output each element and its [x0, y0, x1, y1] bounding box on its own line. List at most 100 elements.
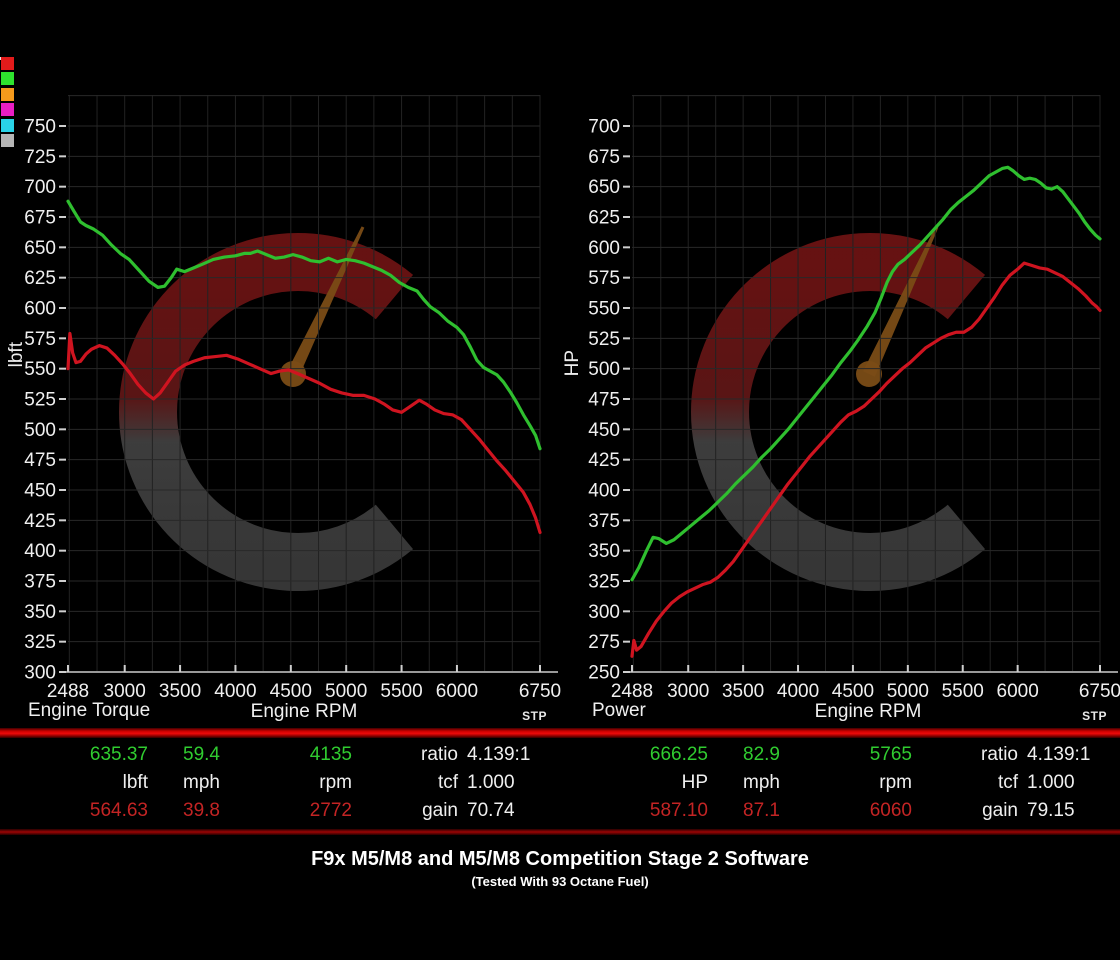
legend-swatch-orange[interactable] — [1, 87, 14, 101]
svg-text:5500: 5500 — [942, 681, 984, 702]
torque-base-rpm: 2772 — [309, 800, 352, 821]
svg-text:5000: 5000 — [887, 681, 929, 702]
svg-text:575: 575 — [588, 268, 620, 289]
curve-stage2-torque — [66, 199, 542, 451]
torque-ratio-label: ratio — [421, 744, 458, 765]
svg-text:4500: 4500 — [832, 681, 874, 702]
svg-text:5000: 5000 — [325, 681, 367, 702]
svg-text:625: 625 — [588, 208, 620, 229]
svg-text:6000: 6000 — [997, 681, 1039, 702]
svg-text:700: 700 — [588, 117, 620, 138]
power-stp-note: STP — [1082, 709, 1107, 723]
svg-text:525: 525 — [24, 390, 56, 411]
svg-text:4000: 4000 — [777, 681, 819, 702]
power-chart-canvas[interactable]: 250 275 300 325 350 375 400 425 450 475 500 525 550 5… — [556, 40, 1120, 730]
svg-text:575: 575 — [24, 329, 56, 350]
svg-text:400: 400 — [588, 481, 620, 502]
svg-text:600: 600 — [588, 238, 620, 259]
power-peak-rpm: 5765 — [869, 744, 912, 765]
svg-text:600: 600 — [24, 299, 56, 320]
svg-text:300: 300 — [24, 663, 56, 684]
torque-stp-note: STP — [522, 709, 547, 723]
svg-text:6000: 6000 — [436, 681, 478, 702]
svg-text:650: 650 — [24, 238, 56, 259]
power-tcf-label: tcf — [997, 772, 1018, 793]
legend-swatch-gray[interactable] — [1, 133, 14, 147]
svg-text:3000: 3000 — [104, 681, 146, 702]
svg-text:3500: 3500 — [722, 681, 764, 702]
torque-ratio-value: 4.139:1 — [467, 744, 531, 765]
svg-text:275: 275 — [588, 632, 620, 653]
legend-swatch-magenta[interactable] — [1, 103, 14, 117]
svg-text:4500: 4500 — [270, 681, 312, 702]
svg-text:5500: 5500 — [380, 681, 422, 702]
svg-text:3500: 3500 — [159, 681, 201, 702]
svg-text:725: 725 — [24, 147, 56, 168]
svg-text:350: 350 — [24, 602, 56, 623]
svg-text:375: 375 — [588, 511, 620, 532]
curve-baseline-torque — [66, 331, 542, 535]
svg-text:3000: 3000 — [667, 681, 709, 702]
power-base-value: 587.10 — [649, 800, 708, 821]
svg-text:250: 250 — [588, 663, 620, 684]
power-peak-value: 666.25 — [649, 744, 708, 765]
svg-text:6750: 6750 — [519, 681, 561, 702]
power-gain-label: gain — [982, 800, 1018, 821]
power-base-rpm: 6060 — [869, 800, 912, 821]
watermark-needle-hub — [856, 361, 882, 387]
footer: F9x M5/M8 and M5/M8 Competition Stage 2 … — [0, 848, 1120, 889]
power-base-speed: 87.1 — [743, 800, 780, 821]
svg-text:6750: 6750 — [1079, 681, 1120, 702]
power-unit-speed: mph — [743, 772, 780, 793]
svg-text:475: 475 — [24, 450, 56, 471]
torque-unit-rpm: rpm — [319, 772, 352, 793]
torque-gain-label: gain — [422, 800, 458, 821]
svg-text:650: 650 — [588, 177, 620, 198]
svg-text:675: 675 — [588, 147, 620, 168]
torque-peak-rpm: 4135 — [309, 744, 352, 765]
curve-stage2-power — [630, 165, 1102, 582]
svg-text:325: 325 — [588, 572, 620, 593]
power-x-axis-label: Engine RPM — [814, 701, 922, 722]
torque-peak-value: 635.37 — [89, 744, 148, 765]
torque-chart-title: Engine Torque — [28, 700, 151, 721]
svg-text:550: 550 — [24, 359, 56, 380]
svg-text:375: 375 — [24, 572, 56, 593]
svg-text:2488: 2488 — [47, 681, 89, 702]
divider-bar-top — [0, 728, 1120, 738]
watermark-gauge-needle — [863, 226, 939, 377]
torque-x-axis-label: Engine RPM — [250, 701, 358, 722]
power-unit-rpm: rpm — [879, 772, 912, 793]
svg-text:325: 325 — [24, 632, 56, 653]
torque-unit-main: lbft — [122, 772, 148, 793]
svg-text:300: 300 — [588, 602, 620, 623]
watermark-c-logo — [691, 233, 986, 591]
watermark-gauge-needle — [287, 226, 365, 377]
svg-text:400: 400 — [24, 541, 56, 562]
power-ratio-value: 4.139:1 — [1027, 744, 1091, 765]
svg-text:2488: 2488 — [611, 681, 653, 702]
legend — [1, 57, 17, 149]
power-y-axis-label: HP — [562, 350, 583, 377]
curve-baseline-power — [630, 261, 1102, 658]
legend-swatch-red[interactable] — [1, 57, 14, 70]
svg-text:450: 450 — [24, 481, 56, 502]
power-unit-main: HP — [681, 772, 708, 793]
power-peak-speed: 82.9 — [743, 744, 780, 765]
page-subtitle: (Tested With 93 Octane Fuel) — [471, 874, 649, 889]
power-tcf-value: 1.000 — [1027, 772, 1075, 793]
power-gain-value: 79.15 — [1027, 800, 1075, 821]
torque-base-speed: 39.8 — [183, 800, 220, 821]
page-title: F9x M5/M8 and M5/M8 Competition Stage 2 … — [311, 848, 809, 870]
svg-text:500: 500 — [24, 420, 56, 441]
legend-swatch-cyan[interactable] — [1, 118, 14, 132]
legend-swatch-green[interactable] — [1, 72, 14, 86]
svg-text:350: 350 — [588, 541, 620, 562]
torque-chart-canvas[interactable]: 300 325 350 375 400 425 450 475 500 525 550 575 600 6… — [0, 40, 570, 730]
torque-peak-speed: 59.4 — [183, 744, 220, 765]
svg-text:450: 450 — [588, 420, 620, 441]
torque-unit-speed: mph — [183, 772, 220, 793]
readout-panel-torque: 635.37 59.4 4135 ratio 4.139:1 lbft mph … — [0, 741, 560, 826]
svg-text:525: 525 — [588, 329, 620, 350]
power-ratio-label: ratio — [981, 744, 1018, 765]
